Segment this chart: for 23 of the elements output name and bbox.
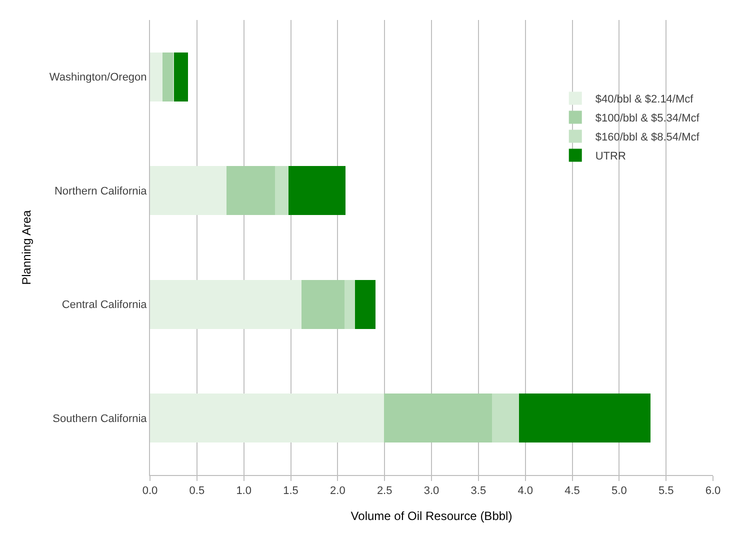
x-tick-label: 5.5 [658,485,674,498]
x-tick-label: 4.0 [518,485,533,498]
legend-label: UTRR [595,150,626,162]
x-tick-label: 1.5 [283,485,298,498]
x-tick-label: 5.0 [612,485,627,498]
x-tick-label: 3.0 [424,485,440,498]
x-tick-label: 0.5 [189,485,205,498]
legend-label: $100/bbl & $5.34/Mcf [595,112,700,124]
x-tick-label: 4.5 [564,485,580,498]
x-tick-label: 6.0 [705,485,721,498]
y-tick-label: Washington/Oregon [49,72,147,84]
x-tick-label: 0.0 [142,485,158,498]
y-tick-label: Northern California [54,185,148,198]
legend-label: $40/bbl & $2.14/Mcf [595,93,694,106]
y-tick-label: Southern California [52,412,148,425]
legend-label: $160/bbl & $8.54/Mcf [595,131,700,144]
y-tick-label: Central California [62,299,148,312]
x-tick-label: 1.0 [236,485,252,498]
x-tick-label: 2.5 [376,485,392,498]
y-axis-title: Planning Area [20,210,34,285]
x-tick-label: 2.0 [330,485,346,498]
x-axis-title: Volume of Oil Resource (Bbbl) [350,509,512,524]
x-tick-label: 3.5 [470,485,486,498]
